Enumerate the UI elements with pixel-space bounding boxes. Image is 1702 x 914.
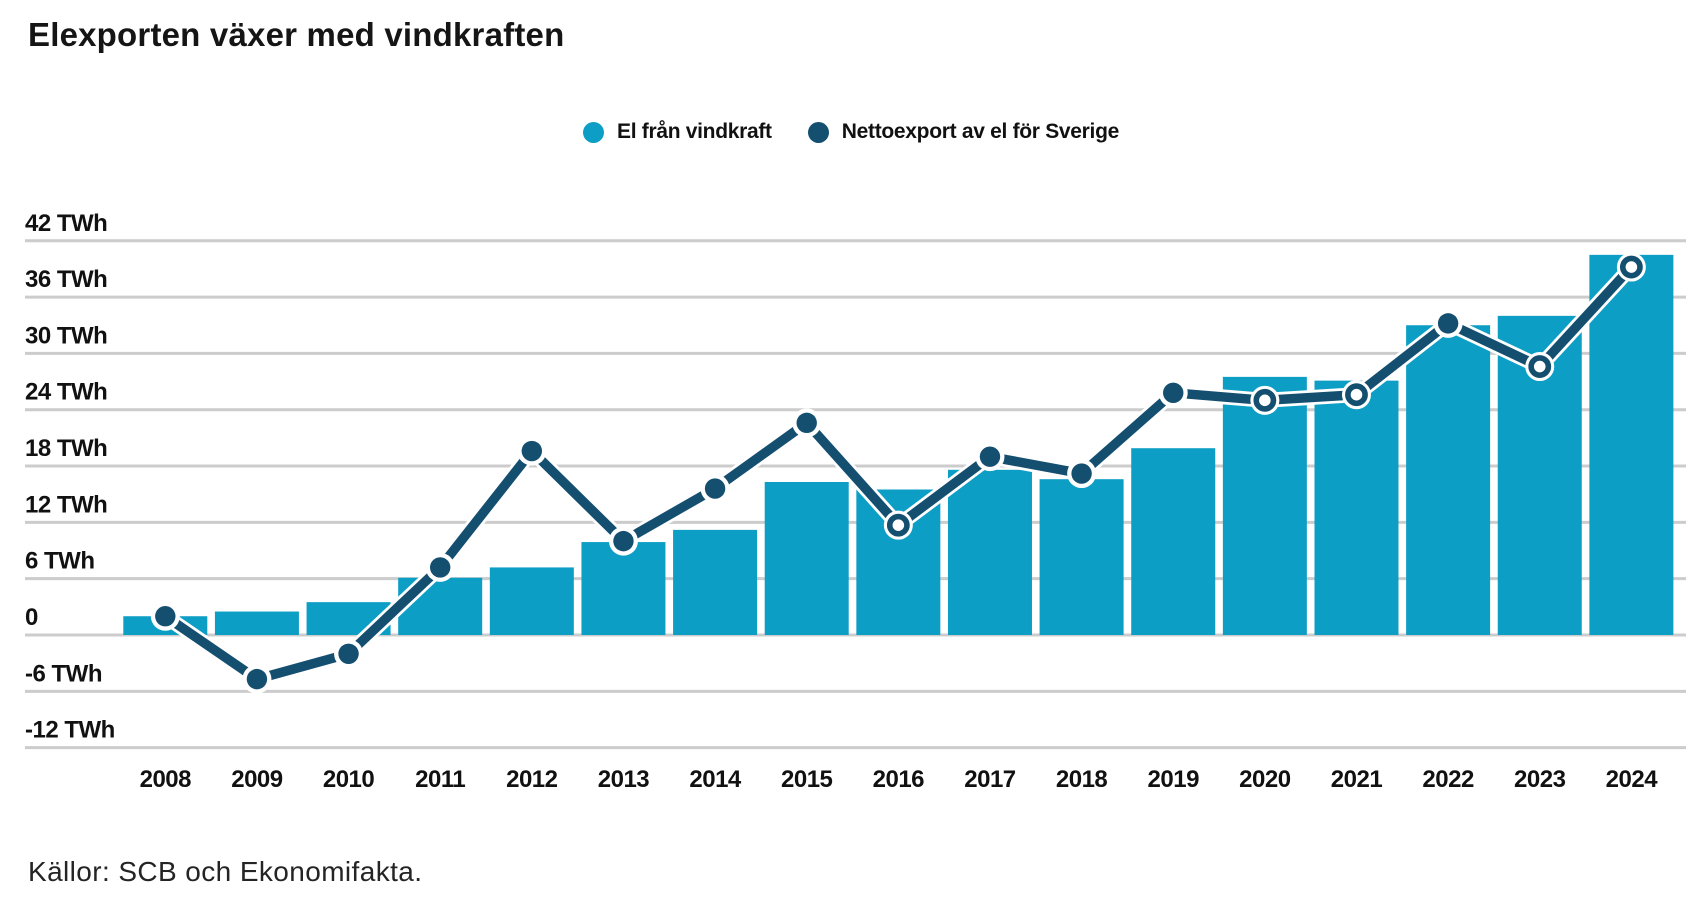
bar-2015 (764, 481, 849, 635)
legend-label-wind: El från vindkraft (616, 120, 772, 143)
wind-series-dot-icon (582, 121, 604, 143)
legend-label-netexport: Nettoexport av el för Sverige (841, 120, 1120, 143)
line-marker-dot-2018 (1071, 463, 1092, 484)
x-tick-label-2008: 2008 (140, 766, 192, 793)
x-tick-label-2020: 2020 (1239, 766, 1291, 793)
x-tick-label-2014: 2014 (689, 766, 742, 793)
bar-2017 (947, 469, 1032, 635)
netexport-series-dot-icon (807, 121, 829, 143)
legend-item-netexport: Nettoexport av el för Sverige (807, 120, 1120, 144)
line-marker-dot-2015 (796, 412, 817, 434)
y-tick-label: -6 TWh (25, 660, 102, 687)
x-tick-label-2011: 2011 (415, 766, 465, 793)
bar-2014 (673, 529, 758, 635)
x-tick-label-2023: 2023 (1514, 766, 1566, 793)
x-tick-label-2010: 2010 (323, 766, 375, 793)
legend-item-wind: El från vindkraft (582, 120, 772, 144)
bar-2022 (1406, 325, 1491, 635)
bar-2012 (489, 567, 574, 635)
line-marker-dot-2017 (979, 446, 1001, 467)
x-tick-label-2017: 2017 (964, 766, 1016, 793)
y-tick-label: 18 TWh (25, 435, 107, 462)
line-marker-dot-2012 (521, 440, 543, 462)
line-marker-dot-2013 (613, 530, 634, 552)
line-marker-ring-2024 (1619, 255, 1643, 279)
line-marker-dot-2014 (704, 478, 726, 499)
line-marker-dot-2010 (338, 643, 359, 664)
y-tick-label: 42 TWh (25, 210, 107, 237)
y-tick-label: 0 (25, 604, 38, 631)
y-tick-label: 12 TWh (25, 491, 107, 518)
bar-2018 (1039, 479, 1124, 635)
x-tick-label-2009: 2009 (231, 766, 283, 793)
chart-title: Elexporten växer med vindkraften (28, 16, 565, 53)
x-tick-label-2022: 2022 (1422, 766, 1474, 793)
line-marker-dot-2022 (1437, 313, 1459, 334)
line-marker-dot-2008 (155, 606, 176, 627)
legend: El från vindkraft Nettoexport av el för … (0, 120, 1702, 144)
line-marker-ring-2021 (1345, 383, 1368, 407)
source-text: Källor: SCB och Ekonomifakta. (28, 856, 423, 887)
y-tick-label: -12 TWh (25, 717, 115, 744)
x-tick-label-2018: 2018 (1056, 766, 1108, 793)
x-tick-label-2012: 2012 (506, 766, 558, 793)
x-tick-label-2021: 2021 (1331, 766, 1383, 793)
x-tick-label-2013: 2013 (598, 766, 650, 793)
bar-2019 (1131, 448, 1216, 635)
line-marker-ring-2020 (1253, 388, 1277, 412)
bar-2009 (214, 611, 299, 635)
x-tick-label-2015: 2015 (781, 766, 833, 793)
bar-2021 (1314, 380, 1399, 635)
line-marker-ring-2016 (886, 513, 910, 537)
x-tick-label-2016: 2016 (873, 766, 925, 793)
line-marker-ring-2023 (1528, 355, 1552, 378)
x-tick-label-2024: 2024 (1606, 766, 1659, 793)
line-marker-dot-2011 (429, 557, 451, 578)
bar-2013 (581, 542, 666, 635)
line-marker-dot-2009 (246, 668, 268, 690)
x-tick-label-2019: 2019 (1148, 766, 1200, 793)
y-tick-label: 24 TWh (25, 379, 107, 406)
y-tick-label: 30 TWh (25, 322, 107, 349)
bar-2024 (1589, 254, 1674, 635)
line-marker-dot-2019 (1163, 382, 1184, 404)
y-tick-label: 36 TWh (25, 266, 107, 293)
y-tick-label: 6 TWh (25, 548, 95, 575)
bar-2020 (1222, 376, 1307, 635)
